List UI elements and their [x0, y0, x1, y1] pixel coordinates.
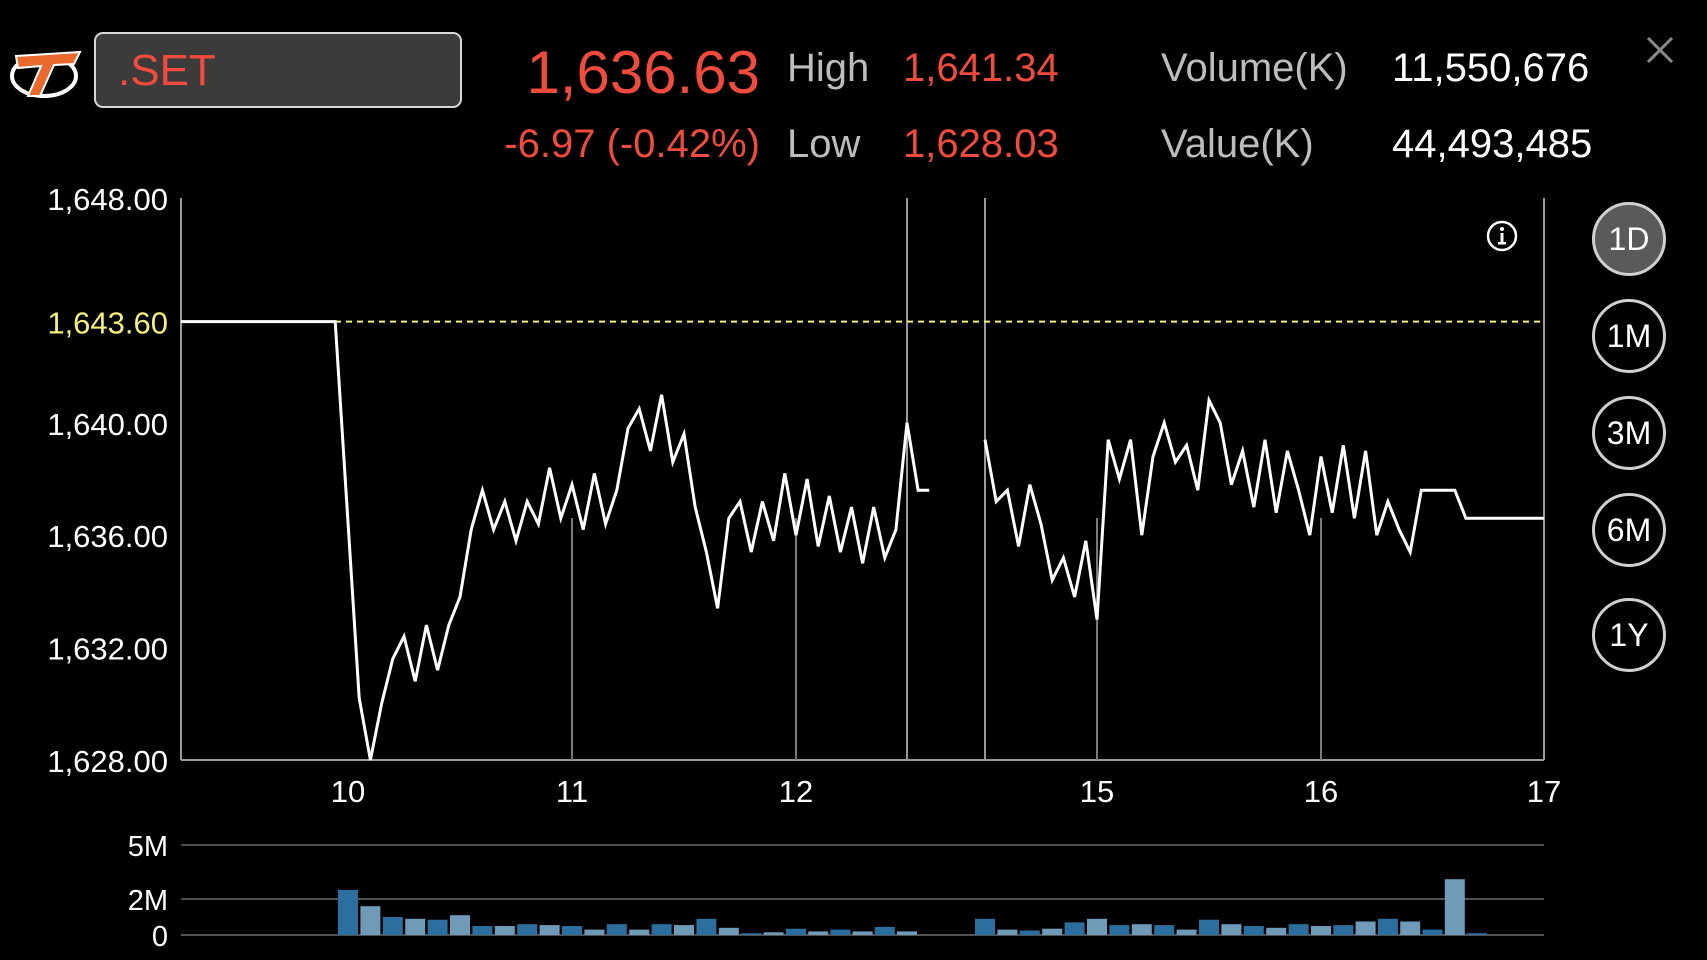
range-button-6m[interactable]: 6M [1592, 493, 1666, 567]
volume-value: 11,550,676 [1392, 46, 1590, 90]
volume-bar [382, 917, 403, 935]
volume-bar [1221, 924, 1242, 935]
high-label: High [787, 46, 870, 90]
low-value: 1,628.03 [903, 122, 1059, 166]
y-tick-label: 1,648.00 [47, 182, 168, 217]
volume-bar [427, 919, 448, 935]
price-change: -6.97 (-0.42%) [504, 122, 760, 166]
volume-bar [852, 931, 873, 935]
volume-tick-label: 2M [128, 885, 168, 917]
volume-bar [830, 929, 851, 935]
volume-bar [975, 918, 995, 935]
volume-bar [629, 929, 650, 935]
x-tick-label: 10 [331, 774, 365, 809]
value-value: 44,493,485 [1392, 122, 1593, 166]
volume-bar [517, 924, 538, 935]
last-price: 1,636.63 [526, 39, 760, 106]
volume-bar [472, 926, 493, 935]
symbol-text: .SET [118, 46, 216, 95]
previous-close-label: 1,643.60 [47, 306, 168, 341]
y-tick-label: 1,636.00 [47, 519, 168, 554]
brand-logo-icon [10, 50, 82, 98]
volume-bar [1355, 921, 1376, 935]
x-tick-label: 12 [779, 774, 813, 809]
range-button-1d[interactable]: 1D [1592, 202, 1666, 276]
volume-tick-label: 0 [152, 921, 168, 953]
volume-bar [651, 924, 672, 935]
volume-label: Volume(K) [1161, 46, 1348, 90]
volume-bar [562, 926, 582, 935]
volume-bar [360, 906, 381, 935]
volume-bar [494, 926, 515, 935]
low-label: Low [787, 122, 861, 166]
y-tick-label: 1,628.00 [47, 744, 168, 779]
volume-bar [1377, 918, 1398, 935]
volume-bar [1109, 925, 1130, 935]
volume-bar [696, 918, 717, 935]
x-tick-label: 16 [1304, 774, 1338, 809]
volume-bar [1131, 924, 1152, 935]
volume-bar [1042, 928, 1063, 935]
x-tick-label: 11 [556, 774, 588, 809]
volume-bar [786, 928, 806, 935]
volume-bar [1333, 925, 1354, 935]
volume-bar [741, 933, 762, 935]
volume-bar [1019, 930, 1040, 935]
high-value: 1,641.34 [903, 46, 1059, 90]
info-icon[interactable] [1484, 218, 1520, 254]
volume-bar [405, 918, 426, 935]
volume-bar [874, 926, 895, 935]
x-tick-label: 17 [1527, 774, 1561, 809]
symbol-search-box[interactable]: .SET [94, 32, 462, 108]
volume-bar [584, 929, 605, 935]
range-button-1m[interactable]: 1M [1592, 299, 1666, 373]
volume-bar [763, 932, 784, 935]
volume-bar [1444, 879, 1465, 935]
volume-bar [1422, 929, 1443, 935]
volume-bar [897, 931, 917, 935]
price-line-session-1 [181, 320, 930, 761]
volume-bar [606, 924, 627, 935]
volume-bar [1154, 925, 1175, 935]
x-tick-label: 15 [1080, 774, 1114, 809]
volume-bar [997, 929, 1018, 935]
volume-bar [450, 915, 470, 935]
volume-bar [718, 927, 739, 935]
close-icon[interactable] [1640, 30, 1680, 70]
volume-bar [1199, 919, 1219, 935]
volume-bar [1064, 922, 1085, 935]
volume-bar [1400, 921, 1421, 935]
price-line-session-2 [983, 395, 1544, 620]
volume-bar [539, 925, 560, 935]
volume-bar [1087, 918, 1107, 935]
volume-bar [808, 931, 829, 935]
volume-tick-label: 5M [128, 831, 168, 863]
y-tick-label: 1,640.00 [47, 407, 168, 442]
range-button-3m[interactable]: 3M [1592, 396, 1666, 470]
volume-bar [1311, 926, 1331, 935]
range-button-1y[interactable]: 1Y [1592, 598, 1666, 672]
value-label: Value(K) [1161, 122, 1314, 166]
volume-bar [338, 890, 358, 935]
volume-bar [1176, 929, 1197, 935]
volume-bar [1288, 924, 1309, 935]
volume-bar [1467, 933, 1488, 935]
y-tick-label: 1,632.00 [47, 632, 168, 667]
volume-bar [1266, 927, 1287, 935]
volume-bar [674, 925, 694, 935]
volume-bar [1243, 926, 1264, 935]
